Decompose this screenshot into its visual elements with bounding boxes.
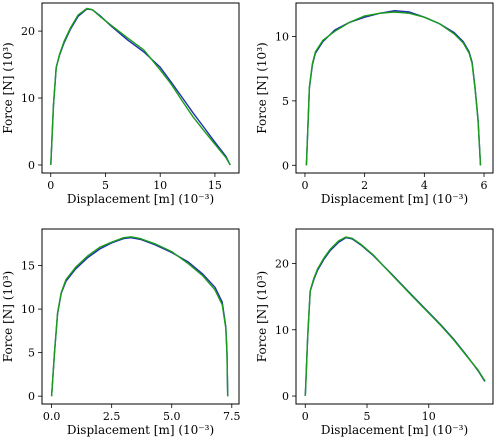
x-tick-label: 6 [481,179,488,192]
chart-panel-1: 0 5 10 15 0 10 20 Displacement [m] (10⁻³) Force … [1,2,240,206]
y-tick-label: 0 [28,390,35,403]
chart-panel-4: 0 5 10 0 10 20 Displacement [m] (10⁻³) Force [N… [255,228,494,437]
x-tick-label: 5.0 [163,410,181,423]
x-tick-label: 0 [302,410,309,423]
series-line-2 [304,236,486,397]
x-tick-label: 4 [421,179,428,192]
y-axis-label: Force [N] (10³) [1,42,15,133]
x-tick-label: 0.0 [43,410,61,423]
x-axis-label: Displacement [m] (10⁻³) [321,423,468,437]
series-line-2 [50,236,229,397]
chart-panel-3: 0.0 2.5 5.0 7.5 0 5 10 15 Displacement [m] (10⁻³… [1,228,241,437]
x-tick-label: 7.5 [223,410,241,423]
x-axis-label: Displacement [m] (10⁻³) [67,423,214,437]
series-line-1 [50,8,231,166]
y-tick-label: 10 [21,303,35,316]
y-tick-label: 10 [21,92,35,105]
series-line-2 [50,7,231,166]
series-line-1 [304,236,486,397]
plot-frame [295,228,494,405]
series-line-2 [305,11,482,166]
x-axis-label: Displacement [m] (10⁻³) [67,192,214,206]
y-tick-label: 0 [282,390,289,403]
x-tick-label: 2 [361,179,368,192]
x-tick-label: 0 [47,179,54,192]
y-tick-label: 5 [282,95,289,108]
x-axis-label: Displacement [m] (10⁻³) [321,192,468,206]
y-axis-label: Force [N] (10³) [255,42,269,133]
y-tick-label: 0 [28,159,35,172]
y-tick-label: 5 [28,347,35,360]
y-tick-label: 10 [275,30,289,43]
y-tick-label: 20 [21,25,35,38]
plot-frame [41,2,240,174]
plot-frame [295,2,494,174]
y-tick-label: 15 [21,260,35,273]
x-tick-label: 0 [301,179,308,192]
plot-frame [41,228,240,405]
x-tick-label: 15 [208,179,222,192]
y-axis-label: Force [N] (10³) [255,271,269,362]
y-tick-label: 10 [275,324,289,337]
y-tick-label: 20 [275,257,289,270]
x-tick-label: 10 [153,179,167,192]
y-tick-label: 0 [282,159,289,172]
x-tick-label: 10 [422,410,436,423]
y-axis-label: Force [N] (10³) [1,271,15,362]
x-tick-label: 5 [364,410,371,423]
chart-panel-2: 0 2 4 6 0 5 10 Displacement [m] (10⁻³) Force [N]… [255,2,494,206]
x-tick-label: 5 [102,179,109,192]
series-line-1 [50,237,229,397]
x-tick-label: 2.5 [103,410,121,423]
